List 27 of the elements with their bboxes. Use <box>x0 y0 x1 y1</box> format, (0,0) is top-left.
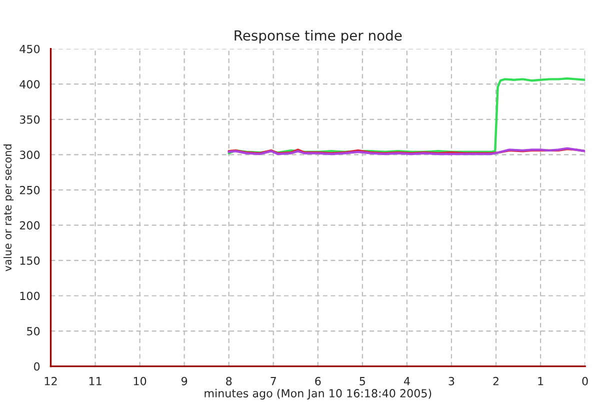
x-tick-label: 11 <box>89 377 102 386</box>
x-tick-label: 4 <box>404 377 410 386</box>
y-tick-label: 300 <box>20 150 40 160</box>
x-tick-label: 5 <box>360 377 365 386</box>
x-tick-label: 8 <box>226 376 232 386</box>
y-tick-label: 0 <box>34 362 40 371</box>
x-tick-label: 0 <box>582 376 588 386</box>
x-tick-label: 9 <box>181 376 188 386</box>
x-tick-label: 6 <box>315 376 321 386</box>
y-tick-label: 150 <box>20 256 40 265</box>
y-tick-label: 400 <box>20 80 40 88</box>
x-axis-title: minutes ago (Mon Jan 10 16:18:40 2005) <box>204 388 432 400</box>
x-tick-label: 2 <box>493 376 498 386</box>
y-tick-label: 200 <box>20 221 40 230</box>
chart-title: Response time per node <box>234 30 402 44</box>
y-tick-label: 450 <box>20 44 40 54</box>
line-series <box>228 77 586 154</box>
y-axis-title: value or rate per second <box>3 144 14 272</box>
y-tick-label: 250 <box>20 186 40 194</box>
y-tick-label: 350 <box>20 115 40 124</box>
x-tick-label: 10 <box>134 376 146 386</box>
x-tick-label: 7 <box>270 377 276 386</box>
x-tick-label: 12 <box>44 376 57 386</box>
y-tick-label: 100 <box>20 292 40 300</box>
x-tick-label: 3 <box>448 376 454 386</box>
y-tick-label: 50 <box>27 327 40 336</box>
x-tick-label: 1 <box>538 377 544 386</box>
